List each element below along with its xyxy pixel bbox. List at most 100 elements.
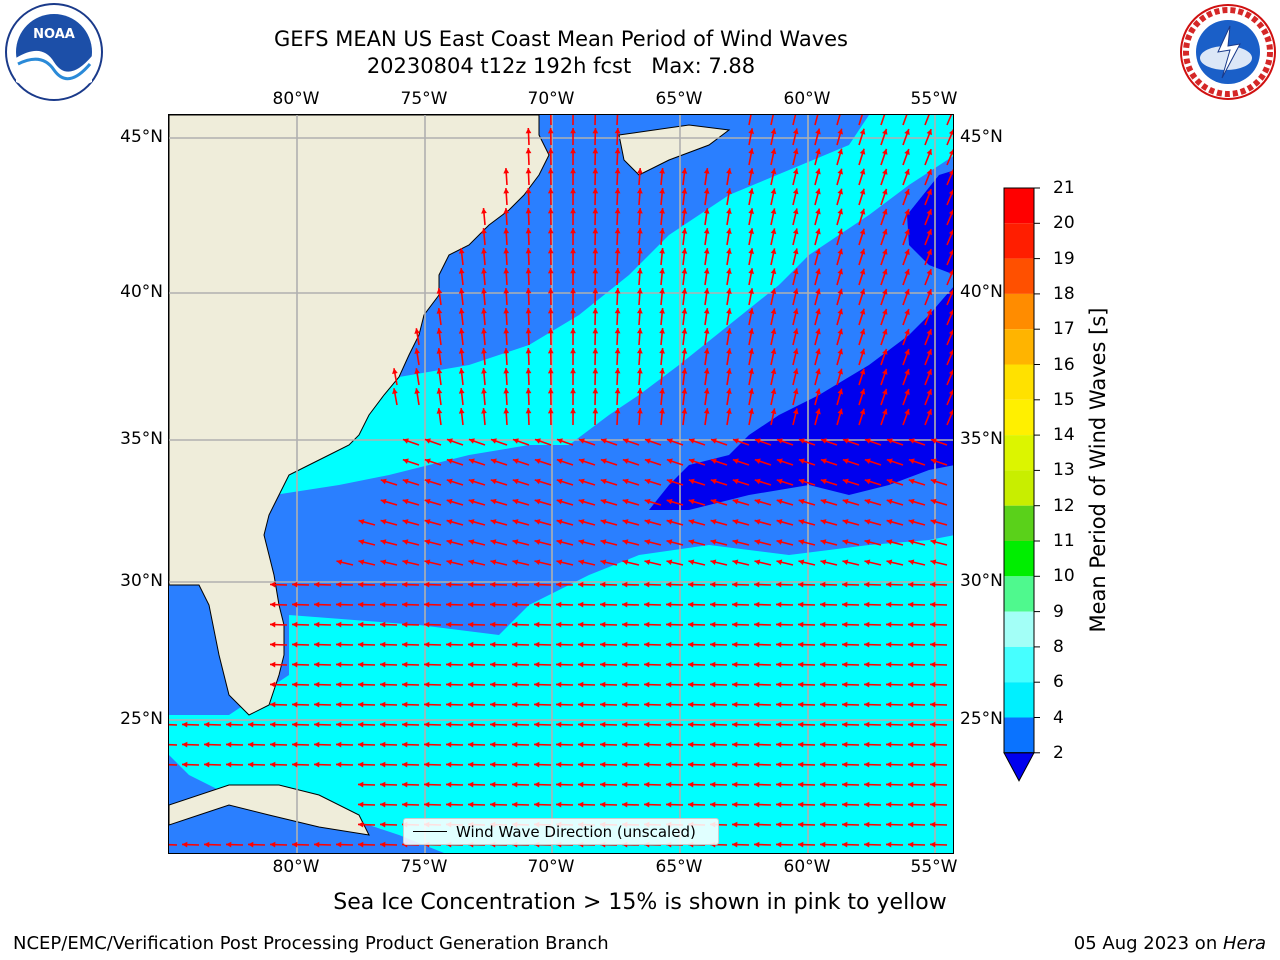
wave-direction-arrowhead (732, 438, 739, 444)
wave-direction-arrowhead (503, 188, 510, 194)
wave-direction-arrowhead (659, 388, 665, 394)
wave-direction-arrowhead (886, 761, 892, 768)
wave-direction-arrowhead (886, 781, 892, 788)
wave-direction-arrowhead (578, 621, 584, 628)
wave-direction-arrowhead (600, 661, 606, 668)
wave-direction-arrowhead (710, 741, 716, 748)
wave-direction-arrowhead (358, 621, 364, 628)
wave-direction-arrowhead (820, 438, 827, 444)
wave-direction-arrowhead (710, 581, 716, 588)
wave-direction-arrowhead (512, 498, 519, 505)
wave-direction-arrowhead (886, 581, 892, 588)
wave-direction-arrowhead (820, 498, 827, 505)
wave-direction-arrowhead (644, 498, 651, 505)
wave-direction-arrowhead (666, 438, 673, 444)
wave-direction-arrowhead (732, 681, 738, 688)
wave-direction-arrowhead (600, 721, 606, 728)
wave-direction-arrowhead (798, 801, 804, 808)
wave-direction-arrow (880, 115, 886, 126)
wave-direction-arrowhead (815, 248, 821, 255)
wave-direction-arrowhead (930, 761, 936, 768)
wave-direction-arrowhead (726, 288, 732, 294)
wave-direction-arrowhead (570, 348, 576, 354)
wave-direction-arrowhead (930, 661, 936, 668)
wave-direction-arrow (836, 115, 841, 126)
wave-direction-arrowhead (904, 189, 910, 195)
wave-direction-arrowhead (908, 601, 914, 608)
wave-direction-arrowhead (703, 168, 710, 174)
wave-direction-arrowhead (886, 601, 892, 608)
lon-tick-bottom: 55°W (910, 857, 958, 877)
wave-direction-arrowhead (534, 741, 540, 748)
wave-direction-arrowhead (292, 661, 298, 668)
wave-direction-arrowhead (402, 781, 408, 788)
wave-direction-arrowhead (414, 388, 421, 394)
wave-direction-arrowhead (336, 841, 342, 848)
wave-direction-arrowhead (859, 188, 866, 195)
wave-direction-arrowhead (314, 681, 320, 688)
wave-direction-arrowhead (837, 168, 844, 175)
wave-direction-arrowhead (358, 821, 364, 828)
wave-direction-arrowhead (578, 458, 585, 465)
wave-direction-arrowhead (600, 801, 606, 808)
wave-direction-arrowhead (592, 328, 599, 334)
colorbar-tick-label: 16 (1053, 354, 1075, 375)
wave-direction-arrowhead (792, 308, 799, 315)
wave-direction-arrowhead (402, 661, 408, 668)
wave-direction-arrowhead (547, 288, 554, 294)
wave-direction-arrowhead (458, 268, 465, 274)
wave-direction-arrowhead (688, 519, 695, 525)
wave-direction-arrowhead (636, 368, 643, 374)
wave-direction-arrowhead (578, 601, 584, 608)
wave-direction-arrowhead (556, 801, 562, 808)
wave-direction-arrowhead (534, 641, 540, 648)
wave-direction-arrowhead (490, 781, 496, 788)
wave-direction-arrowhead (525, 228, 532, 234)
wave-direction-arrowhead (754, 539, 761, 545)
footer-credit: NCEP/EMC/Verification Post Processing Pr… (13, 933, 609, 954)
wave-direction-arrowhead (534, 539, 541, 545)
wave-direction-arrowhead (314, 721, 320, 728)
wave-direction-arrowhead (458, 308, 465, 314)
wave-direction-arrowhead (525, 328, 532, 334)
wave-direction-arrowhead (644, 741, 650, 748)
wave-direction-arrowhead (930, 721, 936, 728)
wave-direction-arrowhead (820, 821, 826, 828)
wave-direction-arrowhead (636, 208, 643, 214)
wave-direction-arrowhead (468, 721, 474, 728)
wave-direction-arrowhead (886, 438, 893, 444)
colorbar-segment (1004, 293, 1034, 330)
wave-direction-arrowhead (525, 288, 532, 294)
lon-tick-bottom: 60°W (783, 857, 831, 877)
wave-direction-arrowhead (681, 168, 688, 174)
wave-direction-arrowhead (446, 681, 452, 688)
colorbar-segment (1004, 717, 1034, 753)
wave-direction-arrowhead (926, 269, 932, 276)
wave-direction-arrowhead (842, 801, 848, 808)
wave-direction-arrowhead (842, 559, 849, 566)
wave-direction-arrowhead (512, 581, 518, 588)
wave-direction-arrowhead (226, 741, 232, 748)
wave-direction-arrowhead (732, 581, 738, 588)
wave-direction-arrowhead (820, 801, 826, 808)
wave-direction-arrowhead (776, 519, 783, 525)
wave-direction-arrowhead (592, 228, 599, 234)
wave-direction-arrowhead (458, 368, 465, 374)
wave-direction-arrowhead (270, 641, 276, 648)
wave-direction-arrowhead (402, 621, 408, 628)
wave-direction-arrowhead (776, 721, 782, 728)
wave-direction-arrowhead (644, 438, 651, 444)
wave-direction-arrowhead (732, 701, 738, 708)
wave-direction-arrowhead (770, 328, 777, 335)
wave-direction-arrowhead (490, 519, 497, 525)
wave-direction-arrowhead (292, 721, 298, 728)
wave-direction-arrowhead (815, 128, 821, 135)
wave-direction-arrowhead (798, 519, 805, 525)
wave-direction-arrowhead (644, 559, 651, 566)
wave-direction-arrowhead (644, 641, 650, 648)
wave-direction-arrowhead (292, 761, 298, 768)
wave-direction-arrowhead (710, 478, 717, 485)
wave-direction-arrowhead (666, 458, 673, 465)
wave-direction-arrowhead (468, 781, 474, 788)
wave-direction-arrowhead (314, 641, 320, 648)
